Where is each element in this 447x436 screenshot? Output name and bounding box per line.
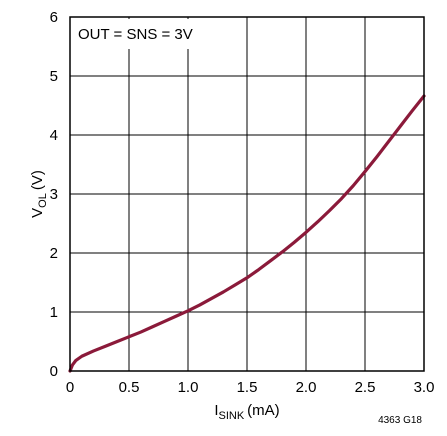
x-tick-label: 2.0 (296, 379, 317, 396)
x-tick-label: 0.5 (119, 379, 140, 396)
y-tick-label: 4 (50, 127, 58, 144)
annotation-box (72, 19, 212, 49)
series-line (68, 94, 426, 373)
y-tick-label: 6 (50, 9, 58, 26)
y-tick-label: 0 (50, 363, 58, 380)
x-tick-label: 3.0 (414, 379, 435, 396)
plot-frame (69, 16, 425, 372)
y-axis-title: VOL(V) (29, 170, 49, 218)
annotation: OUT = SNS = 3V (78, 26, 193, 43)
y-tick-label: 3 (50, 186, 58, 203)
grid (70, 17, 424, 371)
x-tick-label: 0 (66, 379, 74, 396)
x-tick-label: 1.0 (178, 379, 199, 396)
tick-labels: 0 0.5 1.0 1.5 2.0 2.5 3.0 0 1 2 3 4 5 6 (50, 9, 435, 396)
y-tick-label: 5 (50, 68, 58, 85)
figure-id: 4363 G18 (378, 415, 422, 426)
y-tick-label: 1 (50, 304, 58, 321)
y-tick-label: 2 (50, 245, 58, 262)
x-axis-title: ISINK (mA) (214, 402, 279, 422)
x-tick-label: 1.5 (237, 379, 258, 396)
x-tick-label: 2.5 (355, 379, 376, 396)
